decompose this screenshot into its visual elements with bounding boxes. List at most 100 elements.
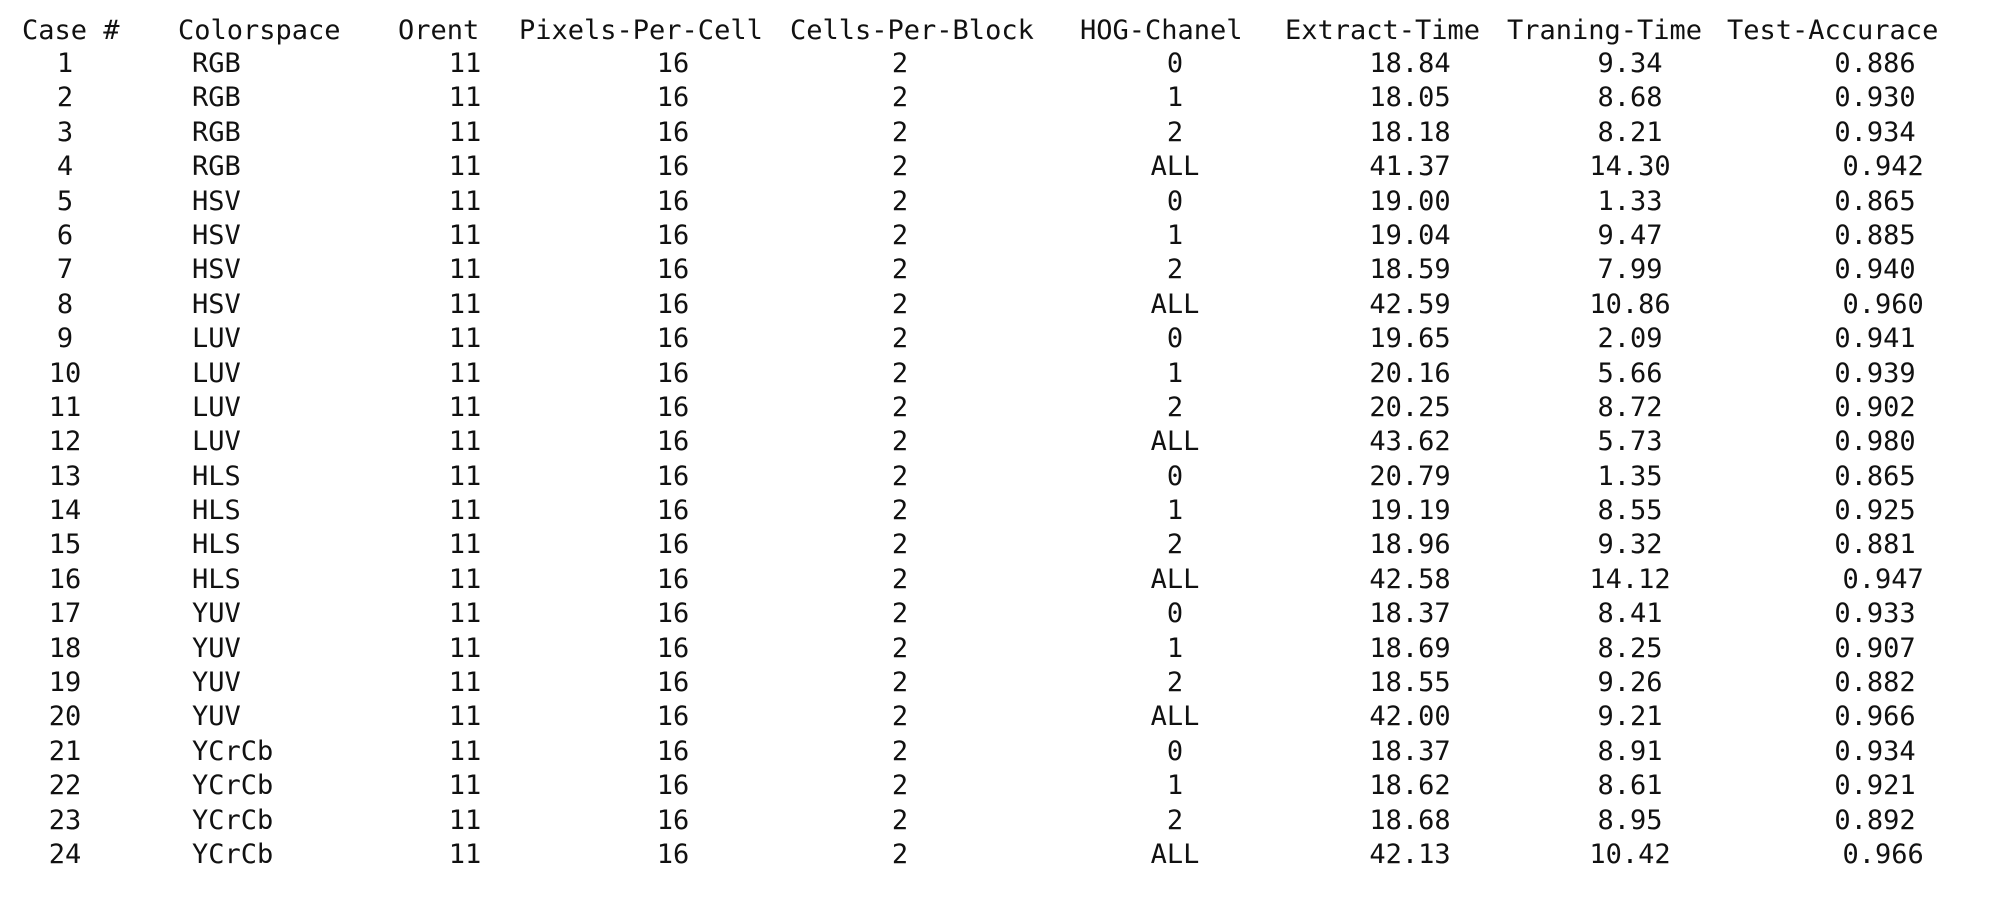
cell-orent: 11: [448, 323, 482, 355]
cell-hog-chanel: ALL: [1150, 701, 1200, 733]
table-header: Case # Colorspace Orent Pixels-Per-Cell …: [0, 16, 2012, 46]
cell-hog-chanel: 2: [1166, 254, 1184, 286]
cell-cells-per-block: 2: [891, 116, 909, 148]
cell-cells-per-block: 2: [891, 804, 909, 836]
cell-colorspace: YCrCb: [192, 735, 274, 767]
table-row: 6 HSV 11 16 2 1 19.04 9.47 0.885: [0, 219, 2012, 255]
cell-orent: 11: [448, 667, 482, 699]
cell-orent: 11: [448, 391, 482, 423]
cell-test-accurace: 0.865: [1834, 185, 1916, 217]
cell-pixels-per-cell: 16: [656, 82, 690, 114]
table-row: 14 HLS 11 16 2 1 19.19 8.55 0.925: [0, 496, 2012, 530]
cell-orent: 11: [448, 185, 482, 217]
cell-pixels-per-cell: 16: [656, 735, 690, 767]
cell-traning-time: 9.47: [1597, 219, 1663, 251]
cell-colorspace: RGB: [192, 116, 241, 148]
cell-extract-time: 18.37: [1369, 735, 1451, 767]
cell-hog-chanel: ALL: [1150, 151, 1200, 183]
cell-colorspace: RGB: [192, 151, 241, 183]
cell-test-accurace: 0.966: [1826, 838, 1924, 870]
cell-colorspace: YCrCb: [192, 804, 274, 836]
table-row: 9 LUV 11 16 2 0 19.65 2.09 0.941: [0, 324, 2012, 358]
table-row: 4 RGB 11 16 2 ALL 41.37 14.30 0.942: [0, 152, 2012, 186]
cell-cells-per-block: 2: [891, 48, 909, 79]
cell-test-accurace: 0.886: [1834, 48, 1916, 79]
cell-extract-time: 42.00: [1369, 701, 1451, 733]
cell-orent: 11: [448, 598, 482, 630]
cell-colorspace: YCrCb: [192, 770, 274, 802]
cell-extract-time: 19.04: [1369, 219, 1451, 251]
cell-pixels-per-cell: 16: [656, 357, 690, 389]
cell-hog-chanel: 0: [1166, 598, 1184, 630]
cell-pixels-per-cell: 16: [656, 563, 690, 595]
table-row: 5 HSV 11 16 2 0 19.00 1.33 0.865: [0, 185, 2012, 221]
column-header-extract-time: Extract-Time: [1285, 15, 1481, 46]
cell-hog-chanel: 0: [1166, 185, 1184, 217]
cell-hog-chanel: 2: [1166, 529, 1184, 561]
cell-colorspace: HLS: [192, 529, 241, 561]
column-header-colorspace: Colorspace: [178, 15, 341, 46]
cell-colorspace: YUV: [192, 598, 241, 630]
cell-colorspace: RGB: [192, 82, 241, 114]
cell-test-accurace: 0.980: [1834, 426, 1916, 458]
column-header-orent: Orent: [398, 15, 480, 46]
cell-traning-time: 5.66: [1597, 357, 1663, 389]
table-row: 7 HSV 11 16 2 2 18.59 7.99 0.940: [0, 255, 2012, 289]
cell-case: 10: [48, 357, 82, 389]
cell-traning-time: 8.25: [1597, 632, 1663, 664]
cell-extract-time: 19.00: [1369, 185, 1451, 217]
table-row: 17 YUV 11 16 2 0 18.37 8.41 0.933: [0, 599, 2012, 633]
cell-traning-time: 9.21: [1597, 701, 1663, 733]
table-row: 24 YCrCb 11 16 2 ALL 42.13 10.42 0.966: [0, 838, 2012, 874]
table-row: 21 YCrCb 11 16 2 0 18.37 8.91 0.934: [0, 735, 2012, 771]
cell-pixels-per-cell: 16: [656, 667, 690, 699]
cell-cells-per-block: 2: [891, 838, 909, 870]
cell-orent: 11: [448, 495, 482, 527]
table-body: 1 RGB 11 16 2 0 18.84 9.34 0.886 2 RGB 11 16 2 1 18.05 8…: [0, 49, 2012, 874]
table-row: 23 YCrCb 11 16 2 2 18.68 8.95 0.892: [0, 804, 2012, 840]
cell-orent: 11: [448, 426, 482, 458]
cell-traning-time: 8.91: [1597, 735, 1663, 767]
cell-extract-time: 43.62: [1369, 426, 1451, 458]
cell-colorspace: LUV: [192, 391, 241, 423]
cell-cells-per-block: 2: [891, 391, 909, 423]
cell-traning-time: 5.73: [1597, 426, 1663, 458]
cell-traning-time: 14.12: [1589, 563, 1671, 595]
cell-case: 18: [48, 632, 82, 664]
cell-test-accurace: 0.947: [1826, 563, 1924, 595]
cell-case: 22: [48, 770, 82, 802]
cell-hog-chanel: 0: [1166, 323, 1184, 355]
cell-pixels-per-cell: 16: [656, 219, 690, 251]
cell-traning-time: 9.26: [1597, 667, 1663, 699]
cell-case: 19: [48, 667, 82, 699]
table-row: 13 HLS 11 16 2 0 20.79 1.35 0.865: [0, 460, 2012, 496]
cell-extract-time: 18.55: [1369, 667, 1451, 699]
cell-colorspace: HLS: [192, 460, 241, 492]
table-row: 10 LUV 11 16 2 1 20.16 5.66 0.939: [0, 357, 2012, 393]
cell-pixels-per-cell: 16: [656, 323, 690, 355]
cell-orent: 11: [448, 838, 482, 870]
cell-cells-per-block: 2: [891, 495, 909, 527]
cell-test-accurace: 0.942: [1826, 151, 1924, 183]
cell-cells-per-block: 2: [891, 460, 909, 492]
cell-extract-time: 20.79: [1369, 460, 1451, 492]
cell-hog-chanel: ALL: [1150, 426, 1200, 458]
cell-extract-time: 18.59: [1369, 254, 1451, 286]
cell-orent: 11: [448, 804, 482, 836]
cell-test-accurace: 0.933: [1834, 598, 1916, 630]
cell-traning-time: 8.68: [1597, 82, 1663, 114]
cell-pixels-per-cell: 16: [656, 391, 690, 423]
cell-extract-time: 42.59: [1369, 288, 1451, 320]
cell-hog-chanel: 0: [1166, 460, 1184, 492]
cell-traning-time: 1.35: [1597, 460, 1663, 492]
cell-pixels-per-cell: 16: [656, 426, 690, 458]
cell-cells-per-block: 2: [891, 667, 909, 699]
cell-traning-time: 1.33: [1597, 185, 1663, 217]
cell-colorspace: YUV: [192, 667, 241, 699]
cell-traning-time: 8.72: [1597, 391, 1663, 423]
cell-pixels-per-cell: 16: [656, 254, 690, 286]
cell-cells-per-block: 2: [891, 598, 909, 630]
cell-cells-per-block: 2: [891, 323, 909, 355]
table-row: 18 YUV 11 16 2 1 18.69 8.25 0.907: [0, 632, 2012, 668]
cell-colorspace: HSV: [192, 288, 241, 320]
